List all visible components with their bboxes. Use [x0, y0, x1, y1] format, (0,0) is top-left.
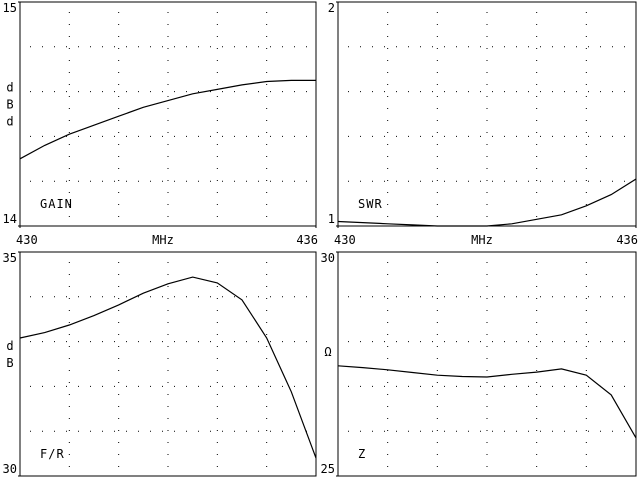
y-axis-label: dBd	[3, 81, 17, 132]
panel-label: SWR	[358, 197, 383, 211]
y-tick-label: 35	[3, 251, 17, 265]
x-tick-label: 436	[616, 233, 638, 247]
data-line	[337, 178, 637, 227]
panel-label: Z	[358, 447, 366, 461]
y-tick-label: 2	[328, 1, 335, 15]
panel-label: F/R	[40, 447, 65, 461]
panel-frame	[19, 251, 317, 477]
data-line	[19, 79, 316, 160]
y-tick-label: 1	[328, 212, 335, 226]
y-axis-label: Ω	[324, 345, 331, 359]
x-axis-label: MHz	[152, 233, 174, 247]
y-tick-label: 30	[3, 462, 17, 476]
panel-frame	[19, 1, 317, 227]
y-tick-label: 15	[3, 1, 17, 15]
y-tick-label: 30	[321, 251, 335, 265]
y-tick-label: 14	[3, 212, 17, 226]
x-tick-label: 436	[296, 233, 318, 247]
x-tick-label: 430	[16, 233, 38, 247]
x-tick-label: 430	[334, 233, 356, 247]
y-axis-label: dB	[3, 339, 17, 373]
data-line	[19, 276, 317, 459]
y-tick-label: 25	[321, 462, 335, 476]
data-line	[337, 365, 637, 439]
x-axis-label: MHz	[471, 233, 493, 247]
panel-frame	[337, 251, 637, 477]
panel-label: GAIN	[40, 197, 73, 211]
